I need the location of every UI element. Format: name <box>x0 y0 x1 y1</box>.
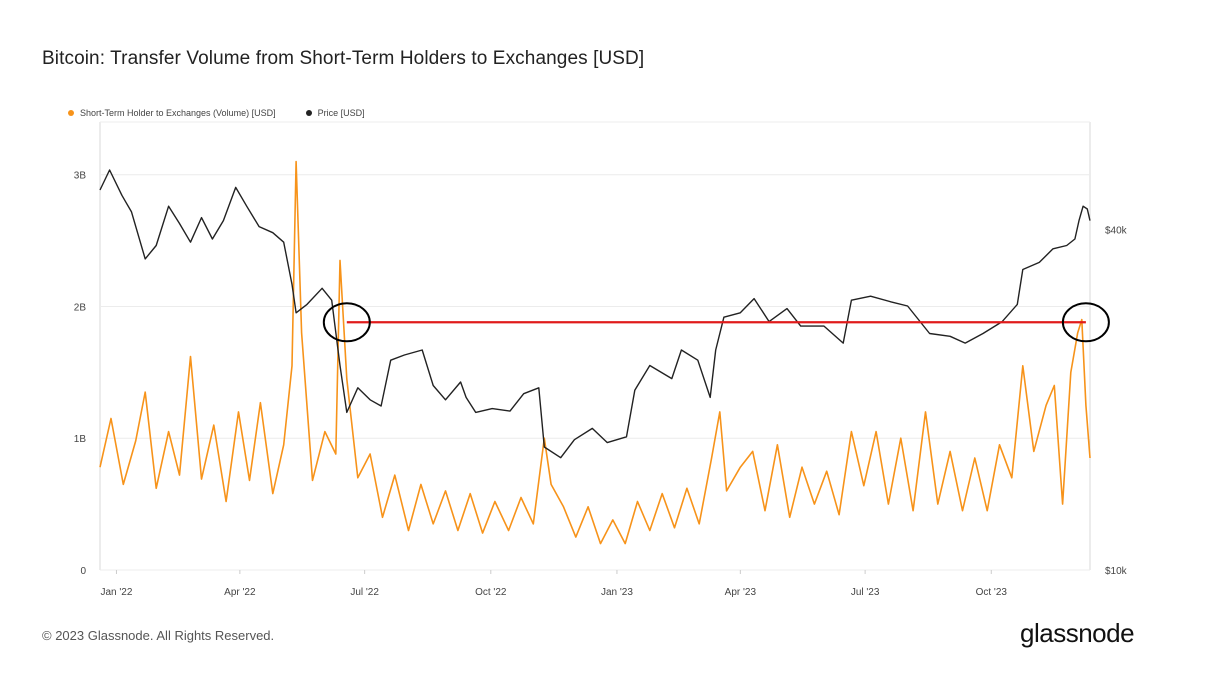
x-tick-label: Oct '22 <box>475 587 507 598</box>
legend-item-volume[interactable]: Short-Term Holder to Exchanges (Volume) … <box>68 108 276 118</box>
chart-annotations <box>322 302 1110 343</box>
y-left-tick-label: 1B <box>74 434 87 445</box>
copyright-text: © 2023 Glassnode. All Rights Reserved. <box>42 628 275 643</box>
glassnode-logo[interactable]: glassnode <box>1020 618 1135 648</box>
legend-item-price[interactable]: Price [USD] <box>305 108 365 118</box>
x-tick-label: Jan '22 <box>100 587 132 598</box>
y-left-tick-label: 3B <box>74 171 87 182</box>
highlight-circle-2 <box>1061 302 1110 343</box>
chart-grid <box>99 121 1091 571</box>
y-left-tick-label: 2B <box>74 302 87 313</box>
highlight-circle-1 <box>322 302 371 343</box>
legend-price-dot <box>305 110 312 116</box>
y-right-tick-label: $40k <box>1105 226 1128 237</box>
x-tick-label: Oct '23 <box>976 587 1008 598</box>
x-tick-label: Apr '23 <box>725 587 757 598</box>
chart-legend: Short-Term Holder to Exchanges (Volume) … <box>68 108 365 118</box>
legend-price-label: Price [USD] <box>317 108 365 118</box>
y-right-tick-label: $10k <box>1105 566 1128 577</box>
x-tick-label: Apr '22 <box>224 587 256 598</box>
x-tick-label: Jul '22 <box>350 587 379 598</box>
volume-series-line <box>99 160 1091 545</box>
legend-volume-dot <box>68 110 74 116</box>
x-tick-label: Jan '23 <box>601 587 633 598</box>
chart-series <box>99 160 1091 545</box>
price-series-line <box>99 169 1091 459</box>
chart-title: Bitcoin: Transfer Volume from Short-Term… <box>42 48 645 69</box>
x-tick-label: Jul '23 <box>851 587 880 598</box>
legend-volume-label: Short-Term Holder to Exchanges (Volume) … <box>80 108 276 118</box>
y-left-tick-label: 0 <box>80 566 86 577</box>
chart-axes: 0 1B 2B 3B $10k $40k Jan '22 Apr '22 Jul '22 Oct … <box>74 171 1128 598</box>
